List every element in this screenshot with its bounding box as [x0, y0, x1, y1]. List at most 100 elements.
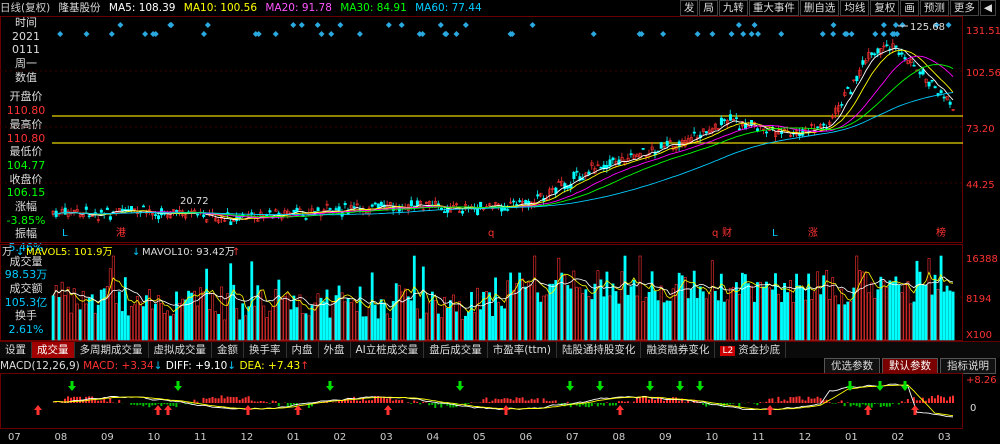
event-marker[interactable]: 涨 [808, 227, 818, 239]
volume-bar [852, 287, 856, 341]
time-axis-label: 11 [752, 432, 765, 443]
more-button[interactable]: 更多 [949, 0, 979, 16]
macd-bar [641, 397, 644, 403]
volume-bar [777, 293, 780, 341]
event-marker[interactable]: 财 [722, 226, 732, 239]
macd-chart[interactable]: +8.26 0 [0, 373, 1000, 429]
remove-watchlist-button[interactable]: 删自选 [799, 0, 840, 16]
candle-body [572, 171, 576, 179]
price-chart[interactable]: 125.68 20.72 131.51 102.56 73.20 44.25 L… [0, 16, 1000, 244]
macd-bar [353, 396, 356, 403]
tab-margin-change[interactable]: 融资融券变化 [641, 342, 716, 358]
macd-bar [142, 403, 145, 407]
macd-bar [918, 400, 921, 403]
volume-bar [178, 302, 181, 341]
preferred-params-button[interactable]: 优选参数 [824, 358, 880, 374]
macd-value: MACD: +3.34 [83, 360, 154, 372]
volume-bar [861, 271, 865, 341]
volume-bar [545, 294, 549, 341]
macd-bar [828, 402, 831, 403]
macd-bar [175, 403, 178, 408]
candle-body [63, 207, 67, 215]
volume-bar [518, 272, 522, 341]
tab-pe-ttm[interactable]: 市盈率(ttm) [488, 342, 557, 358]
draw-button[interactable]: 画 [900, 0, 919, 16]
tab-northbound-holdings[interactable]: 陆股通持股变化 [557, 342, 642, 358]
macd-bar [214, 398, 217, 403]
volume-bar [557, 257, 561, 341]
adjust-button[interactable]: 复权 [870, 0, 900, 16]
macd-bar [813, 398, 816, 403]
period-label[interactable]: 日线(复权) [0, 2, 51, 14]
candle-body [611, 157, 615, 161]
tab-volume[interactable]: 成交量 [32, 342, 75, 358]
volume-bar [190, 292, 193, 341]
event-marker[interactable]: q [488, 228, 494, 239]
event-marker[interactable]: q [712, 228, 718, 239]
macd-bar [732, 403, 735, 404]
event-marker[interactable]: 港 [116, 227, 126, 239]
volume-bar [864, 272, 868, 341]
tab-capital-bottom[interactable]: L2 资金抄底 [715, 342, 787, 358]
event-marker[interactable]: L [62, 228, 68, 239]
volume-bar [804, 299, 808, 341]
signal-diamond [108, 31, 115, 37]
macd-bar [292, 403, 295, 405]
volume-bar [430, 291, 434, 341]
macd-bar [509, 398, 512, 403]
macd-name[interactable]: MACD(12,26,9) [0, 360, 80, 372]
event-marker[interactable]: L [772, 228, 778, 239]
volume-bar [707, 292, 711, 341]
macd-bar [271, 400, 274, 403]
volume-bar [325, 289, 329, 341]
volume-chart[interactable]: 万 ↓ MAVOL5: 101.9万 ↓ MAVOL10: 93.42万 ↑ 1… [0, 244, 1000, 341]
volume-bar [599, 279, 603, 341]
jiuzhuan-button[interactable]: 九转 [718, 0, 748, 16]
candle-body [352, 206, 356, 208]
tab-amount[interactable]: 金额 [212, 342, 244, 358]
tab-outer-volume[interactable]: 外盘 [319, 342, 351, 358]
ju-button[interactable]: 局 [699, 0, 718, 16]
volume-bar [906, 281, 910, 341]
volume-bar [310, 305, 314, 341]
buy-arrow-icon [34, 405, 42, 415]
tab-turnover[interactable]: 换手率 [244, 342, 287, 358]
default-params-button[interactable]: 默认参数 [882, 358, 938, 374]
volume-bar [313, 302, 317, 341]
signal-diamond [437, 22, 444, 28]
volume-arrow-icon: ↓ [132, 247, 140, 258]
major-events-button[interactable]: 重大事件 [748, 0, 799, 16]
event-marker[interactable]: 榜 [936, 226, 946, 239]
speaker-icon[interactable]: ◀ [979, 0, 996, 16]
tab-settings[interactable]: 设置 [0, 342, 32, 358]
volume-bar [647, 291, 651, 341]
volume-bar [921, 284, 925, 341]
volume-bar [789, 280, 792, 341]
indicator-help-button[interactable]: 指标说明 [940, 358, 996, 374]
volume-bar [202, 291, 206, 341]
candle-body [129, 206, 133, 212]
ma-button[interactable]: 均线 [840, 0, 870, 16]
tab-virtual-volume[interactable]: 虚拟成交量 [149, 342, 212, 358]
tab-ai-volume[interactable]: AI立桩成交量 [351, 342, 425, 358]
fa-button[interactable]: 发 [679, 0, 699, 16]
candle-body [948, 101, 952, 105]
volume-bar [81, 290, 85, 341]
macd-bar [97, 400, 100, 403]
volume-bar [810, 299, 814, 341]
signal-diamond [337, 22, 344, 28]
candle-body [819, 124, 823, 129]
macd-bar [359, 401, 362, 403]
macd-bar [262, 401, 265, 403]
macd-bar [795, 396, 798, 403]
volume-bar [349, 302, 353, 341]
tab-multi-period-volume[interactable]: 多周期成交量 [75, 342, 149, 358]
tab-inner-volume[interactable]: 内盘 [287, 342, 319, 358]
volume-bar [521, 278, 525, 341]
macd-bar [638, 396, 641, 403]
volume-bar [879, 276, 883, 341]
tab-after-hours-volume[interactable]: 盘后成交量 [424, 342, 488, 358]
macd-bar [479, 402, 482, 403]
forecast-button[interactable]: 预测 [919, 0, 949, 16]
macd-bar [67, 396, 70, 403]
